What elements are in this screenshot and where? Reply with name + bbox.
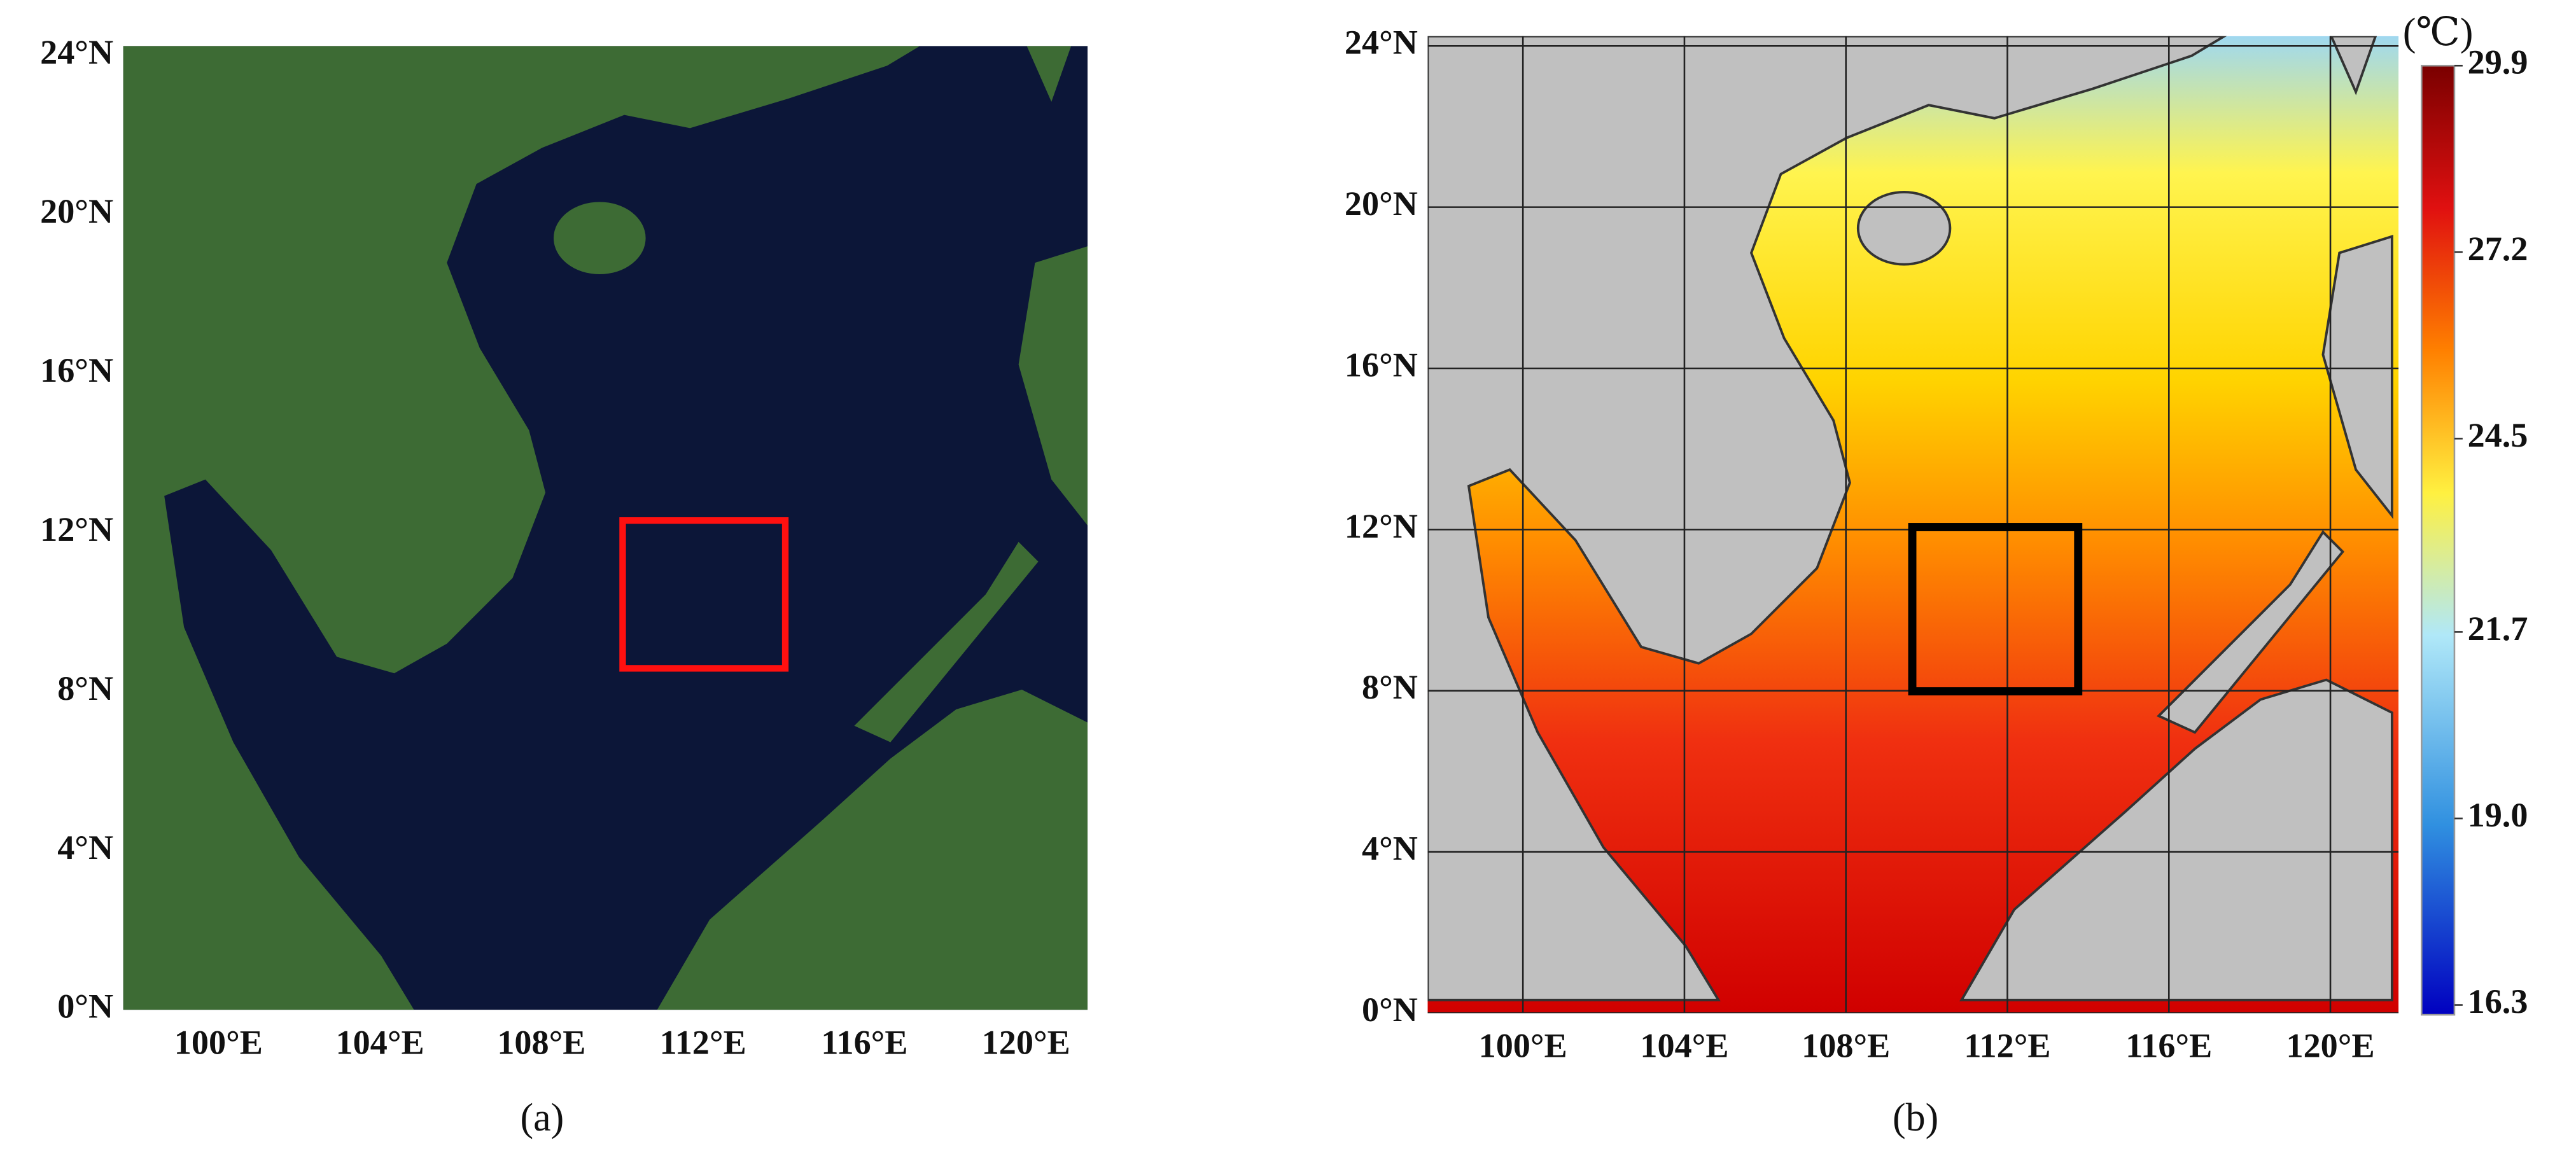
lon-label: 120°E: [2286, 1027, 2374, 1065]
lon-label: 108°E: [1802, 1027, 1890, 1065]
lat-label: 20°N: [40, 192, 113, 230]
lon-label: 104°E: [1640, 1027, 1728, 1065]
sst-map: [1427, 36, 2399, 1013]
colorbar-label: 19.0: [2468, 796, 2528, 834]
lat-label: 16°N: [1345, 345, 1418, 384]
lat-label: 12°N: [1345, 507, 1418, 545]
colorbar-unit: (℃): [2403, 11, 2474, 54]
lat-label: 0°N: [1362, 991, 1418, 1029]
lat-label: 4°N: [1362, 830, 1418, 868]
lon-label: 108°E: [497, 1024, 585, 1062]
colorbar-label: 24.5: [2468, 416, 2528, 454]
colorbar-label: 27.2: [2468, 230, 2528, 268]
lon-label: 112°E: [1964, 1027, 2050, 1065]
lon-label: 120°E: [982, 1024, 1070, 1062]
colorbar: [2421, 64, 2456, 1016]
lon-label: 116°E: [2125, 1027, 2212, 1065]
colorbar-label: 29.9: [2468, 43, 2528, 81]
lon-label: 100°E: [174, 1024, 263, 1062]
lat-label: 24°N: [1345, 24, 1418, 62]
caption: (b): [1893, 1096, 1938, 1139]
lat-label: 20°N: [1345, 185, 1418, 223]
lat-label: 24°N: [40, 33, 113, 71]
caption: (a): [521, 1096, 564, 1139]
satellite-map: [123, 46, 1088, 1010]
study-area-box: [1908, 523, 2083, 696]
lat-label: 12°N: [40, 510, 113, 548]
colorbar-label: 21.7: [2468, 609, 2528, 648]
study-area-box: [619, 517, 789, 672]
lon-label: 116°E: [821, 1024, 907, 1062]
lat-label: 8°N: [57, 669, 113, 707]
lon-label: 112°E: [660, 1024, 746, 1062]
lon-label: 104°E: [336, 1024, 424, 1062]
lat-label: 16°N: [40, 351, 113, 389]
lon-label: 100°E: [1479, 1027, 1567, 1065]
lat-label: 8°N: [1362, 668, 1418, 706]
lat-label: 4°N: [57, 828, 113, 867]
colorbar-label: 16.3: [2468, 982, 2528, 1020]
lat-label: 0°N: [57, 987, 113, 1026]
